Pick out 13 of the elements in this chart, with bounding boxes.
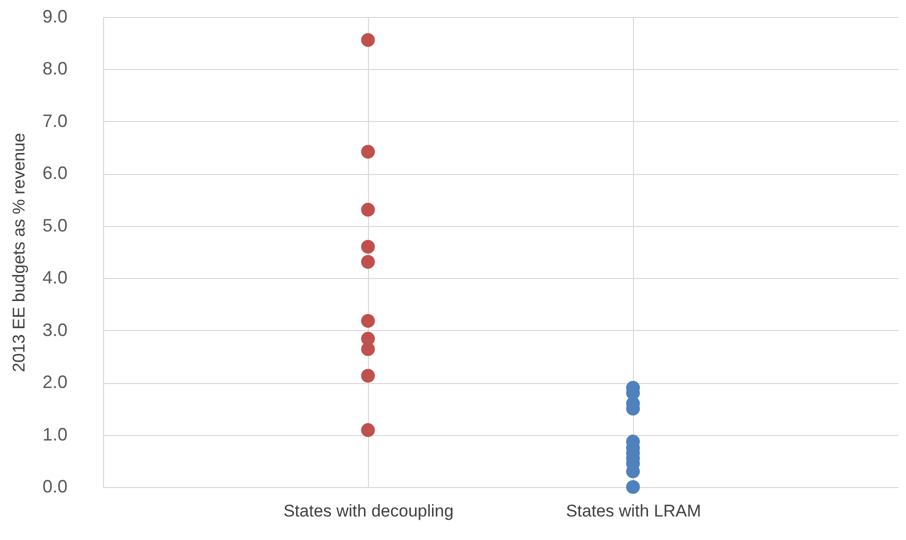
y-tick-label: 2.0 (42, 372, 68, 392)
y-tick-label: 9.0 (42, 6, 68, 26)
y-tick-label: 8.0 (42, 58, 68, 79)
x-tick-label: States with LRAM (566, 502, 702, 520)
y-tick-label: 6.0 (42, 163, 68, 184)
y-tick-label: 5.0 (42, 215, 68, 236)
y-tick-label: 7.0 (42, 110, 68, 131)
y-axis-title: 2013 EE budgets as % revenue (9, 132, 28, 372)
y-tick-label: 3.0 (42, 320, 68, 340)
y-tick-label: 0.0 (42, 476, 68, 496)
y-tick-label: 4.0 (42, 268, 68, 288)
x-tick-label: States with decoupling (283, 502, 454, 520)
y-tick-label: 1.0 (42, 424, 68, 444)
